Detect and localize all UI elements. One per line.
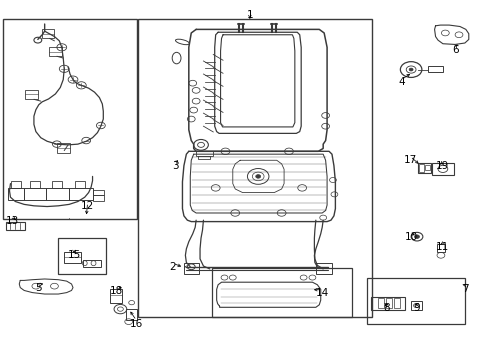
Circle shape (415, 235, 419, 238)
Text: 2: 2 (170, 262, 176, 272)
Bar (432, 163, 454, 175)
Bar (42, 29, 54, 39)
Bar (5, 222, 25, 230)
Bar (425, 165, 430, 170)
Bar (52, 181, 62, 188)
Text: 13: 13 (6, 216, 20, 226)
Text: 19: 19 (436, 161, 449, 171)
Text: 8: 8 (383, 303, 390, 314)
Bar (93, 190, 104, 195)
Bar (184, 263, 198, 274)
Text: 5: 5 (35, 283, 42, 293)
Bar (75, 181, 85, 188)
Text: 14: 14 (316, 288, 329, 298)
Bar (3, 19, 137, 220)
Bar (11, 181, 21, 188)
Text: 16: 16 (130, 319, 143, 329)
Bar (437, 244, 445, 252)
Bar (24, 188, 46, 200)
Bar (30, 181, 40, 188)
Text: 6: 6 (452, 45, 459, 55)
Bar (411, 301, 422, 310)
Bar (371, 297, 405, 310)
Bar (69, 188, 93, 200)
Text: 18: 18 (110, 286, 123, 296)
Bar (418, 163, 431, 173)
Bar (196, 151, 213, 156)
Text: 4: 4 (398, 77, 405, 87)
Bar (419, 163, 424, 172)
Text: 17: 17 (404, 155, 417, 165)
Bar (367, 278, 465, 324)
Bar (25, 90, 38, 99)
Text: 1: 1 (246, 10, 253, 20)
Bar (46, 188, 69, 200)
Bar (110, 289, 122, 303)
Bar (93, 195, 104, 201)
Bar (428, 66, 443, 72)
Bar (394, 298, 400, 309)
Text: 3: 3 (172, 161, 178, 171)
Text: 9: 9 (414, 303, 420, 314)
Bar (64, 252, 81, 263)
Bar (378, 298, 384, 309)
Bar (197, 156, 210, 159)
Text: 12: 12 (81, 201, 94, 211)
Bar (49, 47, 62, 56)
Bar (126, 309, 137, 320)
Bar (57, 143, 70, 153)
Bar (83, 260, 101, 267)
Circle shape (409, 68, 413, 71)
Bar (8, 188, 24, 200)
Bar (316, 263, 332, 274)
Bar (386, 298, 392, 309)
Text: 10: 10 (405, 232, 417, 242)
Circle shape (256, 175, 261, 178)
Bar (212, 268, 352, 317)
Text: 7: 7 (463, 284, 469, 294)
Text: 11: 11 (436, 242, 449, 252)
Text: 15: 15 (67, 250, 81, 260)
Bar (139, 19, 372, 317)
Bar (58, 238, 106, 274)
